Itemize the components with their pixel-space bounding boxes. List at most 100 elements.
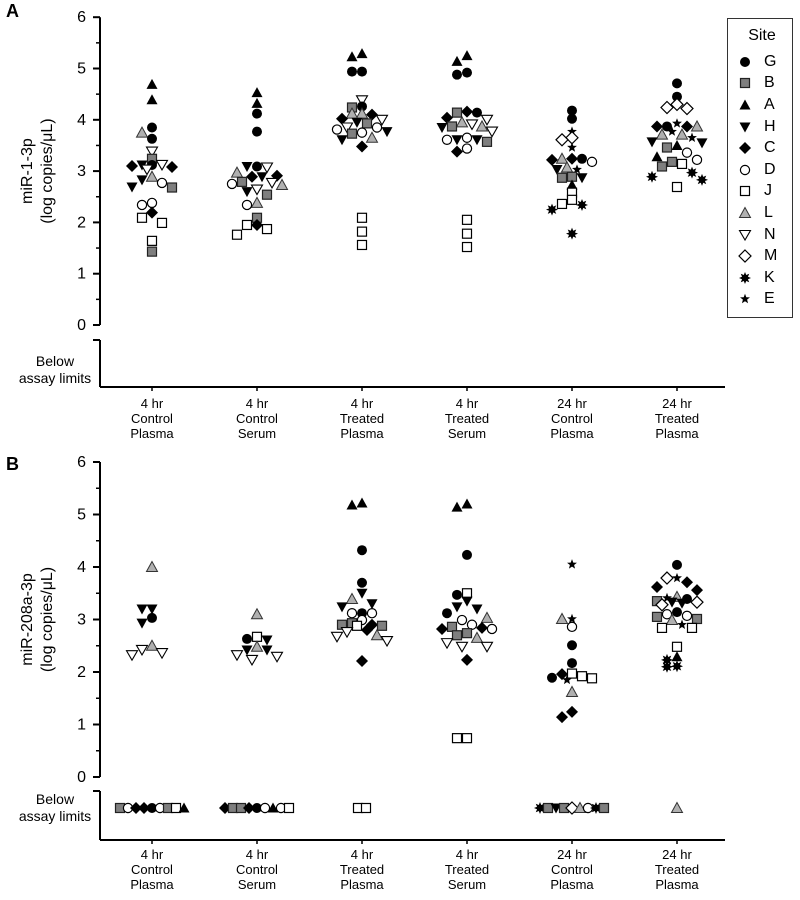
data-point-site-G <box>547 672 557 683</box>
data-point-site-K <box>686 166 698 179</box>
y-tick-label: 5 <box>77 61 86 78</box>
x-tick-label: 24 hr <box>662 396 692 411</box>
data-point-site-G <box>347 66 357 77</box>
group-points <box>226 87 289 240</box>
data-point-site-N <box>480 114 494 126</box>
data-point-site-L <box>475 119 489 132</box>
data-point-site-C <box>566 705 578 718</box>
legend-marker-C <box>739 142 751 155</box>
data-point-site-L <box>655 128 669 140</box>
data-point-site-C <box>356 140 368 153</box>
data-point-site-B <box>451 630 463 641</box>
data-point-site-B <box>556 172 568 183</box>
data-point-site-H <box>676 598 688 609</box>
below-limit-point-site-C <box>243 802 255 814</box>
data-point-site-L <box>555 152 569 164</box>
group-points <box>436 50 499 253</box>
data-point-site-N <box>260 162 274 174</box>
data-point-site-L <box>275 178 289 190</box>
data-point-site-C <box>461 653 473 666</box>
data-point-site-C <box>246 170 258 183</box>
legend-item-H: H <box>728 116 792 138</box>
data-point-site-L <box>665 613 679 626</box>
data-point-site-K <box>566 227 578 240</box>
data-point-site-G <box>672 559 682 570</box>
data-point-site-A <box>356 497 368 508</box>
data-point-site-H <box>696 138 708 149</box>
data-point-site-C <box>126 159 138 172</box>
group-points <box>331 48 393 251</box>
data-point-site-C <box>436 622 448 635</box>
data-point-site-N <box>230 650 244 662</box>
legend-item-G: G <box>728 51 792 73</box>
data-point-site-G <box>252 108 262 119</box>
group-points <box>546 105 598 240</box>
data-point-site-G <box>472 107 482 118</box>
y-tick-label: 1 <box>77 717 86 734</box>
data-point-site-B <box>166 182 178 193</box>
data-point-site-B <box>446 621 458 632</box>
data-point-site-G <box>662 121 672 132</box>
below-limit-point-site-G <box>147 803 157 813</box>
data-point-site-C <box>566 152 578 165</box>
data-point-site-N <box>340 122 354 134</box>
data-point-site-G <box>252 161 262 172</box>
legend-item-K: K <box>728 267 792 289</box>
data-point-site-C <box>556 668 568 681</box>
data-point-site-N <box>145 146 159 158</box>
data-point-site-B <box>376 620 388 631</box>
data-point-site-D <box>366 608 378 619</box>
x-tick-label: 24 hr <box>557 847 587 862</box>
legend-item-E: E <box>728 289 792 311</box>
data-point-site-H <box>666 597 678 608</box>
data-point-site-H <box>241 645 253 656</box>
data-point-site-G <box>442 608 452 619</box>
data-point-site-J <box>451 733 463 744</box>
x-tick-label: Plasma <box>550 426 594 441</box>
legend-label: K <box>764 268 775 286</box>
data-point-site-A <box>451 55 463 66</box>
data-point-site-A <box>346 499 358 510</box>
data-point-site-G <box>462 67 472 78</box>
x-tick-label: Plasma <box>655 426 699 441</box>
data-point-site-E <box>687 132 697 142</box>
circle-open-icon <box>739 164 751 175</box>
y-tick-label: 6 <box>77 9 86 26</box>
x-tick-label: 4 hr <box>246 396 269 411</box>
group-points <box>114 560 190 814</box>
data-point-site-J <box>586 673 598 684</box>
data-point-site-J <box>671 181 683 193</box>
data-point-site-B <box>656 161 668 172</box>
data-point-site-N <box>355 95 369 107</box>
x-tick-label: Serum <box>238 426 276 441</box>
data-point-site-A <box>251 87 263 98</box>
data-point-site-J <box>251 631 263 642</box>
below-limit-point-site-G <box>252 803 262 813</box>
data-point-site-H <box>126 182 138 193</box>
data-point-site-N <box>245 654 259 667</box>
triangle-down-open-icon <box>738 229 752 241</box>
data-point-site-K <box>661 660 673 673</box>
x-tick-label: Plasma <box>130 877 174 892</box>
legend-marker-E <box>740 294 750 304</box>
x-tick-label: Treated <box>445 411 489 426</box>
data-point-site-C <box>361 624 373 636</box>
data-point-site-G <box>567 640 577 651</box>
x-tick-label: 4 hr <box>351 847 374 862</box>
data-point-site-D <box>226 178 238 190</box>
data-point-site-H <box>241 161 253 172</box>
data-point-site-J <box>261 223 273 235</box>
data-point-site-J <box>461 228 473 239</box>
data-point-site-H <box>136 604 148 615</box>
data-point-site-A <box>146 78 158 89</box>
y-label-line: (log copies/μL) <box>39 567 56 672</box>
legend-label: L <box>764 203 773 221</box>
data-point-site-C <box>146 206 158 219</box>
data-point-site-C <box>681 576 693 589</box>
data-point-site-M <box>655 597 669 612</box>
legend-marker-G <box>740 56 750 67</box>
data-point-site-C <box>166 160 178 173</box>
data-point-site-H <box>451 135 463 146</box>
data-point-site-M <box>690 595 704 610</box>
data-point-site-C <box>461 105 473 118</box>
